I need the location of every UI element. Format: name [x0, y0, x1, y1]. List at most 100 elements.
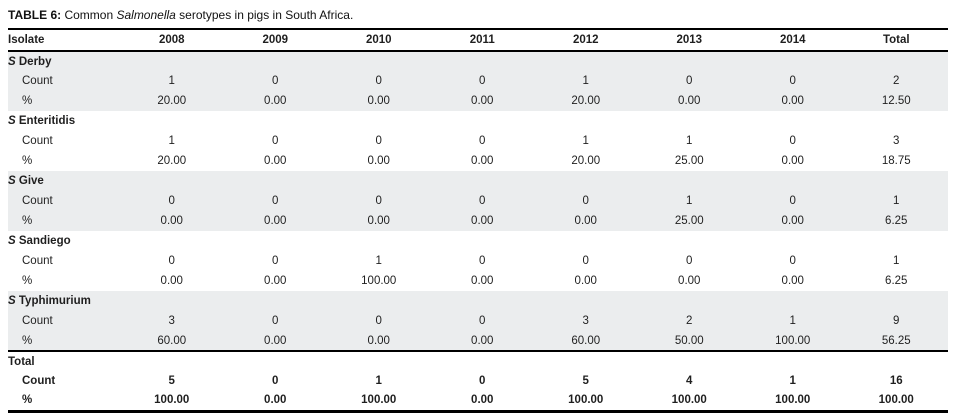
count-value: 1 [534, 71, 638, 91]
serotype-label: Give [18, 175, 44, 187]
column-header-2010: 2010 [327, 30, 431, 52]
percent-value: 0.00 [741, 91, 845, 111]
genus-abbrev-italic: S [8, 175, 16, 187]
total-percent-label: % [22, 394, 33, 407]
serotype-name: S Typhimurium [8, 291, 948, 311]
percent-value: 0.00 [264, 275, 287, 287]
percent-value: 0.00 [637, 91, 741, 111]
percent-value: 0.00 [327, 91, 431, 111]
total-percent-value: 100.00 [568, 394, 604, 407]
serotype-group-header: S Derby [8, 51, 948, 71]
count-value: 0 [534, 191, 638, 211]
total-percent-value: 0.00 [264, 394, 287, 407]
count-value: 1 [168, 135, 175, 147]
count-value: 0 [789, 135, 796, 147]
percent-value: 60.00 [534, 331, 638, 351]
percent-value: 0.00 [430, 211, 534, 231]
table-number-label: TABLE 6: [8, 8, 62, 22]
count-label: Count [8, 71, 120, 91]
serotype-label: Sandiego [18, 235, 71, 247]
percent-value: 25.00 [637, 211, 741, 231]
percent-row: % 20.00 0.00 0.00 0.00 20.00 0.00 0.00 12.50 [8, 91, 948, 111]
count-value: 0 [272, 135, 279, 147]
percent-value: 100.00 [361, 275, 397, 287]
serotype-name: S Enteritidis [8, 111, 948, 131]
total-percent-value: 0.00 [471, 394, 494, 407]
total-count-value: 5 [582, 375, 589, 387]
percent-value: 6.25 [885, 275, 908, 287]
count-value: 1 [375, 255, 382, 267]
genus-abbrev-italic: S [8, 115, 16, 127]
total-count-row: Count 5 0 1 0 5 4 1 16 [8, 371, 948, 391]
total-count-value: 16 [889, 375, 903, 387]
total-group-header: Total [8, 350, 948, 371]
serotype-name: S Derby [8, 51, 948, 71]
percent-value: 25.00 [674, 155, 704, 167]
percent-value: 0.00 [781, 155, 804, 167]
count-value: 0 [582, 255, 589, 267]
percent-label: % [8, 91, 120, 111]
header-row: Isolate 2008 2009 2010 2011 2012 2013 2014 Total [8, 30, 948, 52]
total-percent-value: 100.00 [361, 394, 397, 407]
count-value: 1 [844, 191, 948, 211]
serotype-label: Typhimurium [18, 295, 91, 307]
serotype-name: S Sandiego [8, 231, 948, 251]
percent-value: 0.00 [223, 91, 327, 111]
serotype-table: Isolate 2008 2009 2010 2011 2012 2013 2014 Total… [8, 30, 948, 413]
count-value: 0 [430, 191, 534, 211]
percent-value: 0.00 [327, 331, 431, 351]
percent-row: % 20.00 0.00 0.00 0.00 20.00 25.00 0.00 18.75 [8, 151, 948, 171]
column-header-2014: 2014 [741, 30, 845, 52]
percent-value: 0.00 [264, 155, 287, 167]
count-value: 0 [686, 255, 693, 267]
count-value: 0 [741, 71, 845, 91]
total-count-value: 1 [789, 375, 796, 387]
count-label: Count [8, 311, 120, 331]
percent-value: 20.00 [120, 91, 224, 111]
serotype-group-header: S Enteritidis [8, 111, 948, 131]
serotype-label: Derby [18, 55, 52, 68]
count-value: 0 [430, 311, 534, 331]
percent-value: 18.75 [881, 155, 911, 167]
percent-value: 56.25 [844, 331, 948, 351]
total-count-value: 1 [375, 375, 382, 387]
percent-value: 0.00 [223, 211, 327, 231]
column-header-2013: 2013 [637, 30, 741, 52]
percent-value: 0.00 [574, 275, 597, 287]
percent-value: 0.00 [223, 331, 327, 351]
serotype-label: Enteritidis [18, 115, 76, 127]
count-row: Count 3 0 0 0 3 2 1 9 [8, 311, 948, 331]
count-value: 1 [120, 71, 224, 91]
count-row: Count 0 0 0 0 0 1 0 1 [8, 191, 948, 211]
total-percent-value: 100.00 [671, 394, 707, 407]
percent-label: % [8, 211, 120, 231]
percent-value: 0.00 [430, 91, 534, 111]
count-value: 1 [893, 255, 900, 267]
column-header-total: Total [844, 30, 948, 52]
genus-abbrev-italic: S [8, 295, 16, 307]
count-value: 0 [375, 135, 382, 147]
total-count-value: 5 [168, 375, 175, 387]
count-value: 0 [479, 255, 486, 267]
count-value: 0 [327, 71, 431, 91]
count-value: 1 [582, 135, 589, 147]
caption-organism-italic: Salmonella [116, 8, 176, 22]
serotype-group-header: S Sandiego [8, 231, 948, 251]
percent-value: 0.00 [741, 211, 845, 231]
total-label: Total [8, 350, 948, 371]
count-value: 0 [327, 311, 431, 331]
count-value: 0 [168, 255, 175, 267]
total-count-label: Count [22, 375, 56, 387]
count-value: 0 [789, 255, 796, 267]
count-row: Count 0 0 1 0 0 0 0 1 [8, 251, 948, 271]
percent-row: % 0.00 0.00 0.00 0.00 0.00 25.00 0.00 6.25 [8, 211, 948, 231]
percent-value: 12.50 [844, 91, 948, 111]
count-value: 0 [637, 71, 741, 91]
percent-value: 0.00 [120, 211, 224, 231]
column-header-isolate: Isolate [8, 30, 120, 52]
count-label: Count [22, 135, 53, 147]
caption-text-post: serotypes in pigs in South Africa. [175, 8, 354, 22]
percent-label: % [22, 155, 33, 167]
count-value: 9 [844, 311, 948, 331]
total-count-value: 0 [272, 375, 279, 387]
